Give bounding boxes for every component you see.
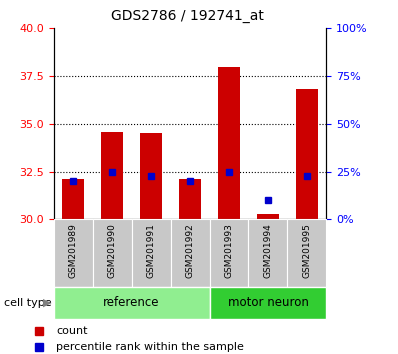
- Text: GSM201995: GSM201995: [302, 223, 311, 278]
- Bar: [62, 179, 84, 219]
- Bar: [93, 219, 132, 287]
- Text: ▶: ▶: [43, 298, 51, 308]
- Bar: [171, 219, 209, 287]
- Text: GSM201991: GSM201991: [146, 223, 156, 278]
- Bar: [296, 90, 318, 219]
- Text: percentile rank within the sample: percentile rank within the sample: [57, 342, 244, 352]
- Text: motor neuron: motor neuron: [228, 296, 308, 309]
- Bar: [101, 132, 123, 219]
- Bar: [54, 219, 93, 287]
- Bar: [132, 219, 171, 287]
- Text: GSM201990: GSM201990: [107, 223, 117, 278]
- Bar: [287, 219, 326, 287]
- Text: cell type: cell type: [4, 298, 52, 308]
- Text: GSM201994: GSM201994: [263, 223, 273, 278]
- Bar: [218, 67, 240, 219]
- Text: GDS2786 / 192741_at: GDS2786 / 192741_at: [111, 9, 263, 23]
- Bar: [257, 214, 279, 219]
- Text: GSM201989: GSM201989: [69, 223, 78, 278]
- Bar: [209, 287, 326, 319]
- Bar: [248, 219, 287, 287]
- Bar: [140, 133, 162, 219]
- Text: reference: reference: [103, 296, 160, 309]
- Text: GSM201992: GSM201992: [185, 223, 195, 278]
- Bar: [54, 287, 209, 319]
- Bar: [209, 219, 248, 287]
- Text: GSM201993: GSM201993: [224, 223, 234, 278]
- Text: count: count: [57, 326, 88, 336]
- Bar: [179, 179, 201, 219]
